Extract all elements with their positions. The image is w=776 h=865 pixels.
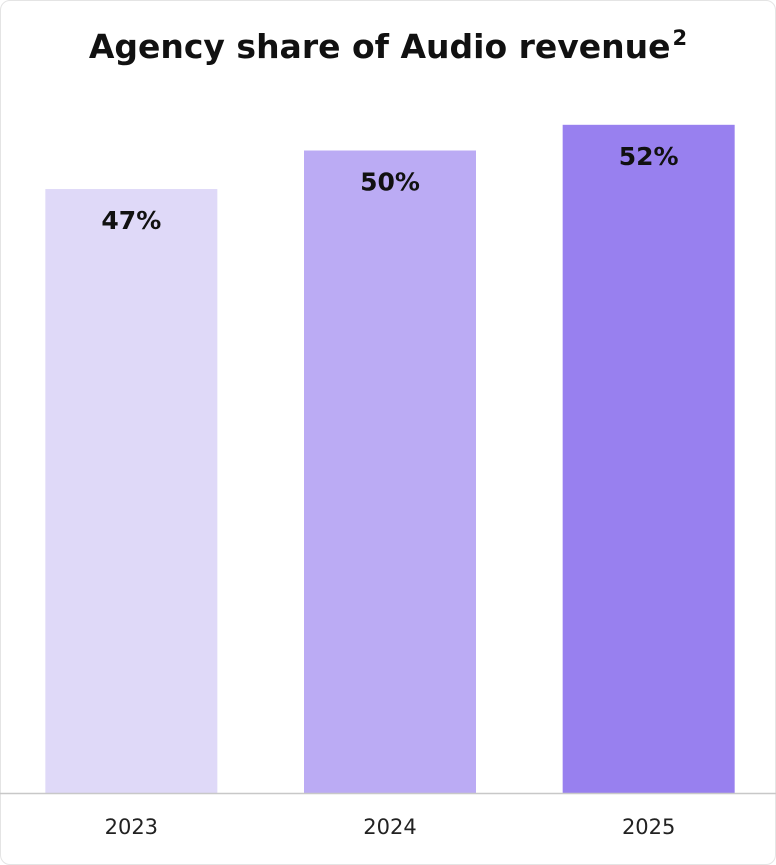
data-label-2025: 52%: [619, 142, 679, 171]
data-labels-group: 47% 50% 52%: [101, 142, 678, 235]
x-tick-label-2023: 2023: [105, 815, 158, 839]
x-tick-label-2025: 2025: [622, 815, 675, 839]
chart-title-text: Agency share of Audio revenue: [88, 27, 671, 66]
bar-2025: [562, 124, 735, 794]
bar-2023: [45, 189, 218, 794]
data-label-2023: 47%: [101, 206, 161, 235]
title-footnote-marker: 2: [672, 26, 688, 50]
data-label-2024: 50%: [360, 168, 420, 197]
bar-2024: [304, 150, 476, 793]
x-tick-labels-group: 2023 2024 2025: [105, 815, 676, 839]
chart-title: Agency share of Audio revenue2: [0, 26, 776, 66]
x-tick-label-2024: 2024: [363, 815, 416, 839]
bars-group: [45, 124, 735, 794]
